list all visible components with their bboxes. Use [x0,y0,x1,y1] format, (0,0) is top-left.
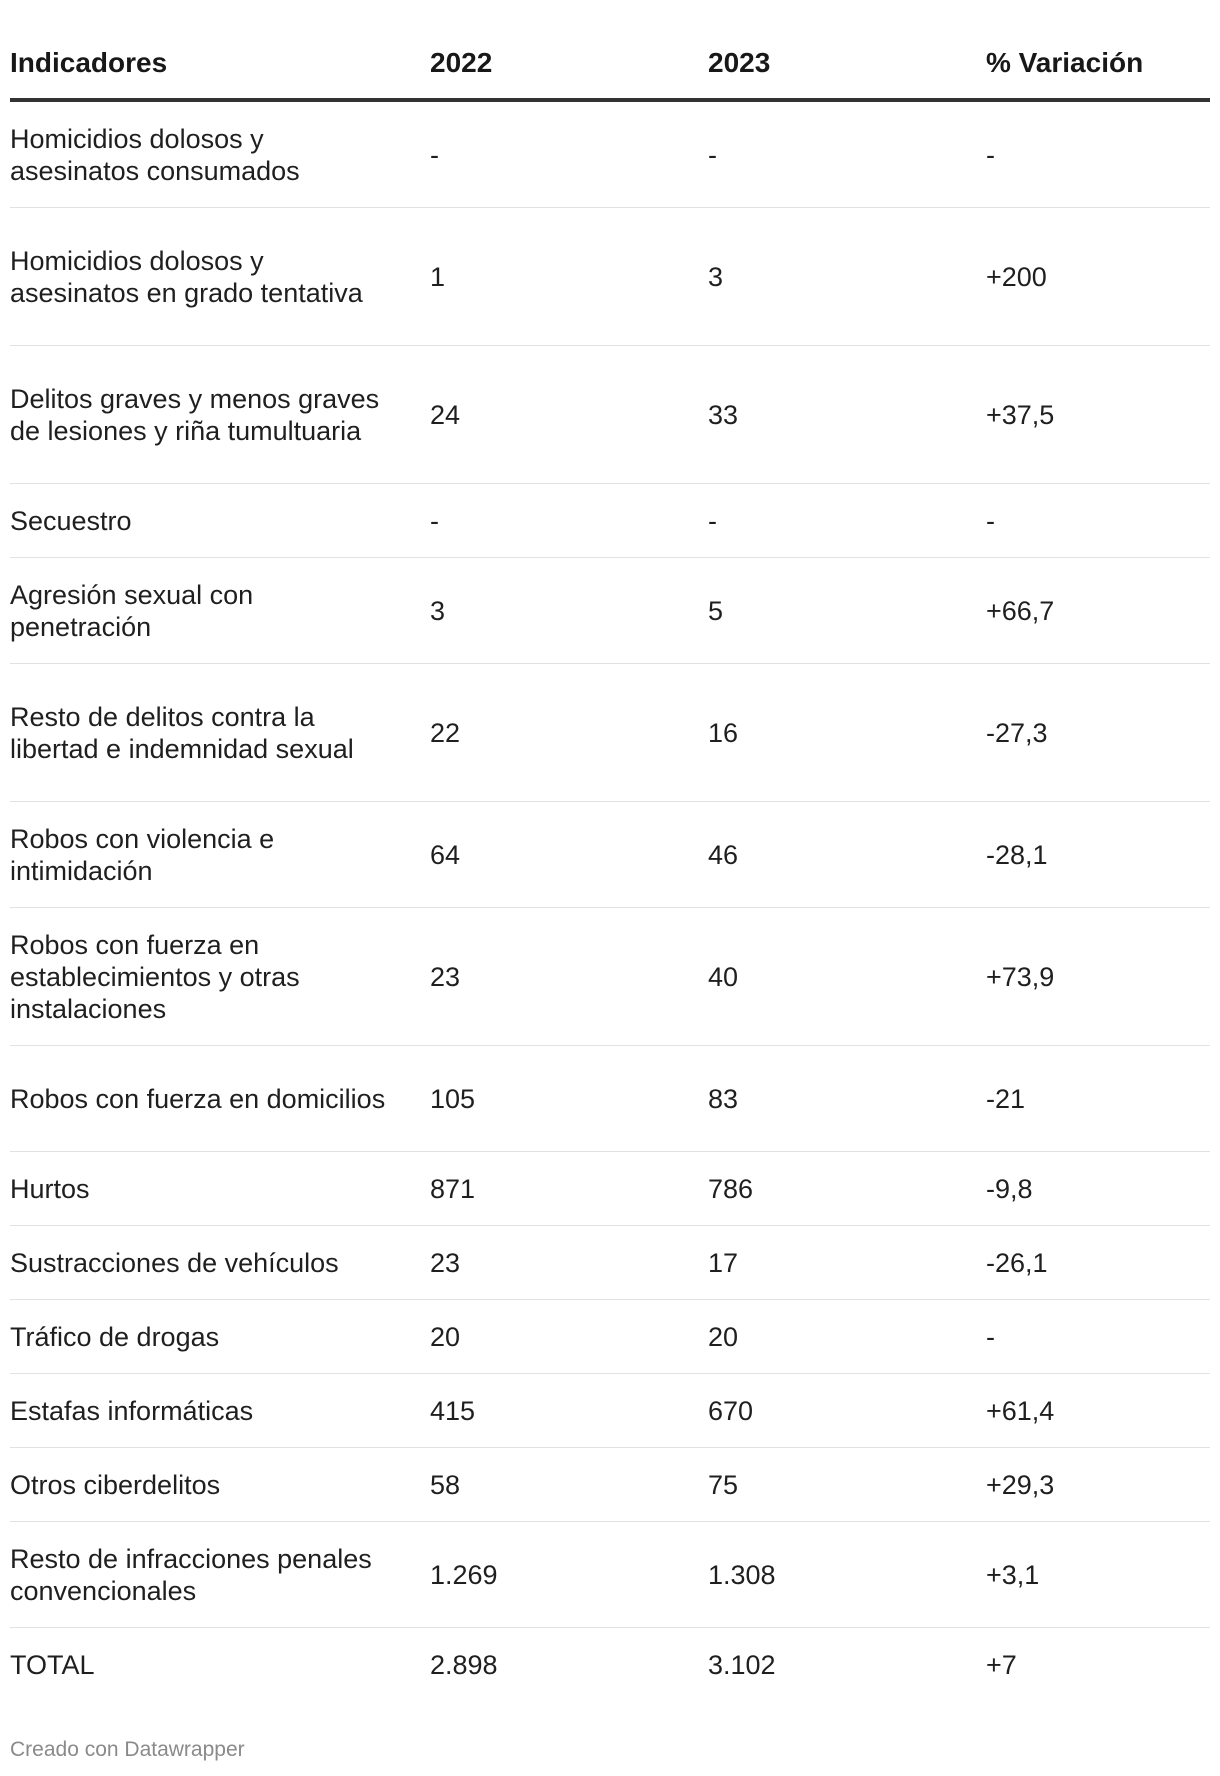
value-variation: +3,1 [986,1521,1210,1628]
value-2023: 75 [708,1447,986,1522]
table-body: Homicidios dolosos y asesinatos consumad… [10,100,1210,1701]
value-2023: 17 [708,1225,986,1300]
value-variation: +200 [986,207,1210,346]
value-2022: 3 [430,557,708,664]
row-label: TOTAL [10,1649,95,1680]
value-variation: -28,1 [986,801,1210,908]
table-row: Agresión sexual con penetración 3 5 +66,… [10,557,1210,664]
row-label: Hurtos [10,1151,430,1226]
header-row: Indicadores 2022 2023 % Variación [10,28,1210,102]
value-variation: +61,4 [986,1373,1210,1448]
row-label: Robos con violencia e intimidación [10,801,430,908]
value-2023: 1.308 [708,1521,986,1628]
table-row: Resto de delitos contra la libertad e in… [10,663,1210,802]
value-2023: - [708,483,986,558]
value-variation: - [986,100,1210,208]
value-2023: 3 [708,207,986,346]
value-variation: +29,3 [986,1447,1210,1522]
table-row: Resto de infracciones penales convencion… [10,1521,1210,1628]
table-row: Robos con fuerza en establecimientos y o… [10,907,1210,1046]
value-2022: 415 [430,1373,708,1448]
table-row: Robos con violencia e intimidación 64 46… [10,801,1210,908]
value-2022: 20 [430,1299,708,1374]
header-2022[interactable]: 2022 [430,28,708,102]
value-2022: 2.898 [430,1649,498,1680]
value-2023: 16 [708,663,986,802]
row-label: Otros ciberdelitos [10,1447,430,1522]
value-2023: - [708,100,986,208]
table-row: Otros ciberdelitos 58 75 +29,3 [10,1447,1210,1522]
value-2022: 1 [430,207,708,346]
row-label: Robos con fuerza en establecimientos y o… [10,907,430,1046]
value-variation: - [986,483,1210,558]
value-2023: 83 [708,1045,986,1152]
row-label: Sustracciones de vehículos [10,1225,430,1300]
value-2022: 58 [430,1447,708,1522]
table-row: Secuestro - - - [10,483,1210,558]
value-2022: - [430,483,708,558]
header-2023[interactable]: 2023 [708,28,986,102]
value-2022: 1.269 [430,1521,708,1628]
value-variation: +73,9 [986,907,1210,1046]
value-variation: +66,7 [986,557,1210,664]
value-2023: 20 [708,1299,986,1374]
table-header: Indicadores 2022 2023 % Variación [10,28,1210,102]
table-row: Delitos graves y menos graves de lesione… [10,345,1210,484]
row-label: Robos con fuerza en domicilios [10,1045,430,1152]
value-2023: 670 [708,1373,986,1448]
table-row: Robos con fuerza en domicilios 105 83 -2… [10,1045,1210,1152]
table-row: Hurtos 871 786 -9,8 [10,1151,1210,1226]
table-row: Tráfico de drogas 20 20 - [10,1299,1210,1374]
value-2022: 22 [430,663,708,802]
header-indicadores[interactable]: Indicadores [10,28,430,102]
row-label: Delitos graves y menos graves de lesione… [10,345,430,484]
value-2023: 786 [708,1151,986,1226]
row-label: Homicidios dolosos y asesinatos en grado… [10,207,430,346]
value-2023: 46 [708,801,986,908]
value-2022: 871 [430,1151,708,1226]
row-label: Homicidios dolosos y asesinatos consumad… [10,100,430,208]
value-2022: 105 [430,1045,708,1152]
value-2022: 23 [430,1225,708,1300]
table-row: Sustracciones de vehículos 23 17 -26,1 [10,1225,1210,1300]
row-label: Resto de infracciones penales convencion… [10,1521,430,1628]
row-label: Secuestro [10,483,430,558]
value-variation: -27,3 [986,663,1210,802]
value-2022: 23 [430,907,708,1046]
table-row: Homicidios dolosos y asesinatos consumad… [10,100,1210,208]
value-2022: - [430,100,708,208]
total-row: TOTAL 2.898 3.102 +7 [10,1628,1210,1702]
row-label: Estafas informáticas [10,1373,430,1448]
row-label: Resto de delitos contra la libertad e in… [10,663,430,802]
crime-indicators-table: Indicadores 2022 2023 % Variación Homici… [10,28,1210,1701]
row-label: Agresión sexual con penetración [10,557,430,664]
value-variation: -26,1 [986,1225,1210,1300]
value-2023: 3.102 [708,1649,776,1680]
value-2023: 33 [708,345,986,484]
value-variation: +37,5 [986,345,1210,484]
value-variation: - [986,1299,1210,1374]
value-2023: 40 [708,907,986,1046]
value-2022: 64 [430,801,708,908]
value-2022: 24 [430,345,708,484]
datawrapper-credit: Creado con Datawrapper [10,1738,245,1761]
value-variation: -9,8 [986,1151,1210,1226]
value-2023: 5 [708,557,986,664]
value-variation: -21 [986,1045,1210,1152]
table-row: Estafas informáticas 415 670 +61,4 [10,1373,1210,1448]
table-row: Homicidios dolosos y asesinatos en grado… [10,207,1210,346]
header-variacion[interactable]: % Variación [986,28,1210,102]
row-label: Tráfico de drogas [10,1299,430,1374]
value-variation: +7 [986,1649,1017,1680]
